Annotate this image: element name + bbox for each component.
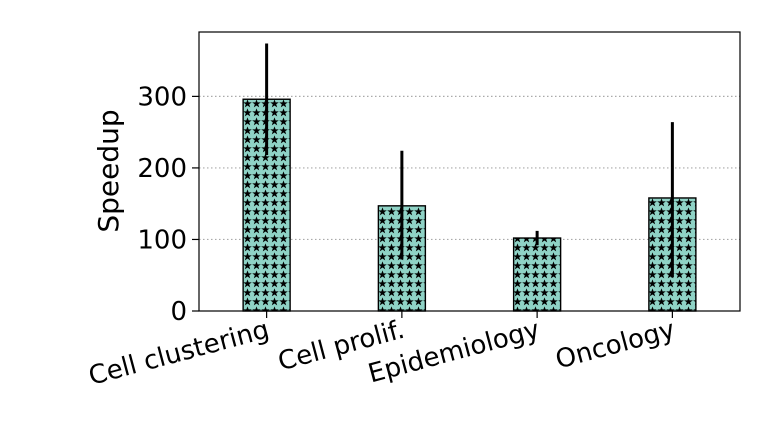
y-tick-label: 300	[137, 82, 187, 112]
y-tick-label: 0	[170, 297, 187, 327]
y-tick-label: 200	[137, 154, 187, 184]
plot-frame	[198, 31, 741, 312]
y-axis: 0 100 200 300	[137, 82, 199, 327]
bar-epidemiology	[512, 237, 562, 312]
y-axis-label: Speedup	[92, 109, 125, 232]
error-bars	[265, 43, 674, 278]
x-tick-label: Oncology	[552, 315, 678, 376]
y-tick-label: 100	[137, 225, 187, 255]
bars	[242, 98, 697, 312]
